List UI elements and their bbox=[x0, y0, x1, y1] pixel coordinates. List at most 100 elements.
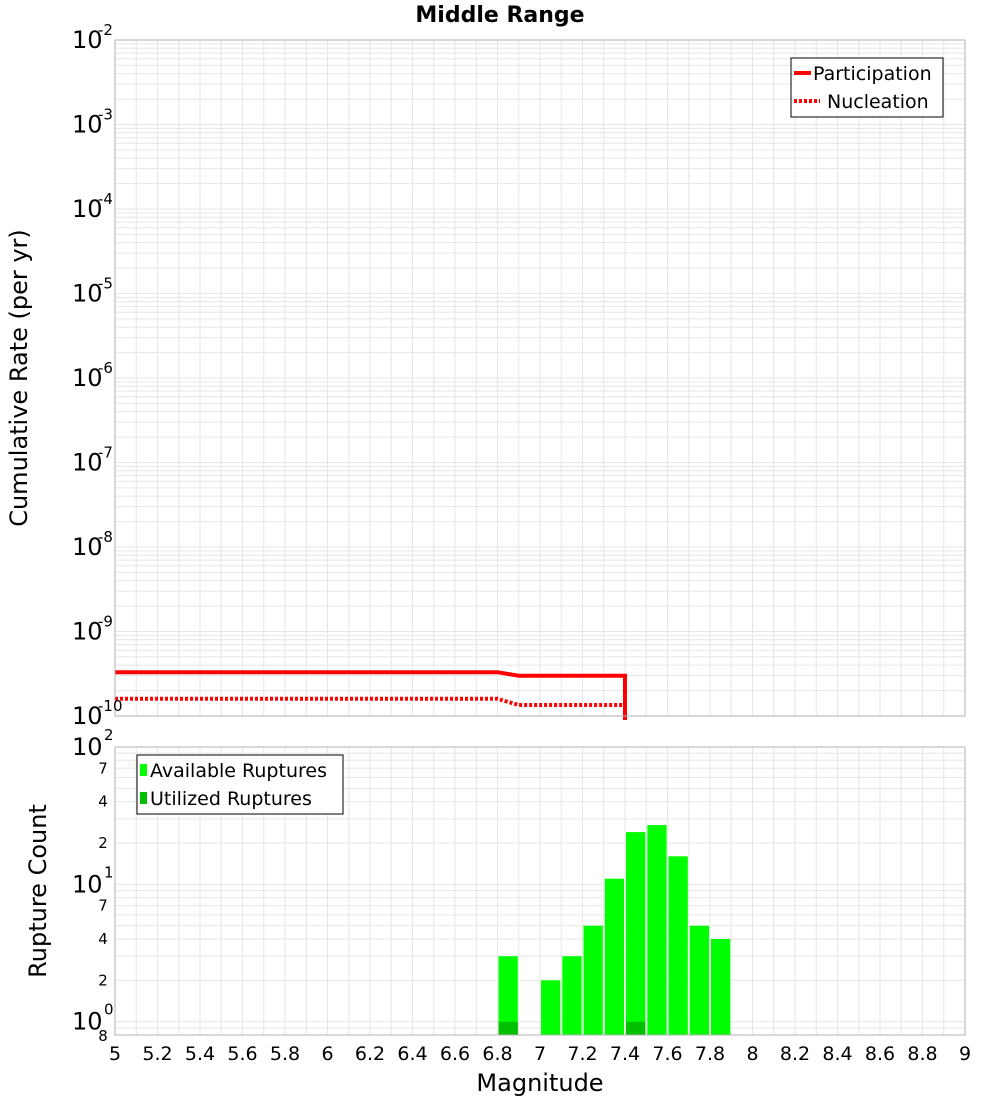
utilized-rupture-bar bbox=[498, 1021, 518, 1035]
rate-panel: 10-210-310-410-510-610-710-810-910-10 Cu… bbox=[5, 21, 966, 730]
count-y-minor-label: 8 bbox=[98, 1027, 108, 1045]
rate-y-tick: 10-3 bbox=[72, 106, 113, 139]
rate-y-tick-exponent: -7 bbox=[98, 444, 113, 462]
available-rupture-bar bbox=[562, 956, 582, 1035]
chart-title: Middle Range bbox=[415, 3, 584, 28]
rate-y-tick-base: 10 bbox=[72, 449, 103, 477]
rate-y-tick-exponent: -8 bbox=[98, 528, 113, 546]
rate-gridlines bbox=[114, 40, 966, 717]
available-rupture-bar bbox=[583, 925, 603, 1035]
x-tick-label: 9 bbox=[959, 1043, 971, 1065]
utilized-rupture-bar bbox=[626, 1021, 646, 1035]
available-rupture-bar bbox=[498, 956, 518, 1035]
count-y-tick: 10 1 bbox=[72, 863, 114, 898]
x-tick-label: 8.6 bbox=[865, 1043, 895, 1065]
count-gridlines bbox=[114, 746, 966, 1036]
x-tick-label: 8.4 bbox=[822, 1043, 852, 1065]
rate-y-tick-exponent: -5 bbox=[98, 275, 113, 293]
rate-y-tick: 10-6 bbox=[72, 359, 113, 392]
rate-series bbox=[115, 670, 627, 720]
utilized-legend-swatch bbox=[140, 792, 147, 804]
rate-y-tick-base: 10 bbox=[72, 195, 103, 223]
rate-y-tick-exponent: -6 bbox=[98, 359, 113, 377]
nucleation-line bbox=[115, 696, 627, 720]
participation-line bbox=[115, 670, 627, 720]
count-y-minor-label: 2 bbox=[98, 971, 108, 989]
x-axis-title: Magnitude bbox=[476, 1069, 603, 1097]
rate-y-tick-base: 10 bbox=[72, 533, 103, 561]
available-rupture-bar bbox=[689, 925, 710, 1035]
rate-y-tick-base: 10 bbox=[72, 26, 103, 54]
count-y-tick-exponent: 2 bbox=[104, 726, 114, 744]
rate-y-tick-exponent: -3 bbox=[98, 106, 113, 124]
count-plot-frame bbox=[114, 746, 966, 1036]
rate-y-ticks: 10-210-310-410-510-610-710-810-910-10 bbox=[72, 21, 123, 730]
count-y-tick-base: 10 bbox=[72, 733, 103, 761]
x-tick-label: 7.2 bbox=[567, 1043, 597, 1065]
x-tick-label: 6.6 bbox=[440, 1043, 470, 1065]
rate-y-tick-base: 10 bbox=[72, 111, 103, 139]
x-tick-label: 5.4 bbox=[185, 1043, 215, 1065]
rate-legend-box bbox=[790, 57, 944, 118]
x-tick-label: 5 bbox=[109, 1043, 121, 1065]
count-y-minor-label: 2 bbox=[98, 834, 108, 852]
count-legend: Available Ruptures Utilized Ruptures bbox=[136, 754, 344, 815]
rate-y-tick: 10-5 bbox=[72, 275, 113, 308]
x-tick-label: 6.2 bbox=[355, 1043, 385, 1065]
rate-legend: Participation Nucleation bbox=[790, 57, 944, 118]
rate-y-tick-exponent: -9 bbox=[98, 613, 113, 631]
count-y-tick-exponent: 0 bbox=[104, 1001, 114, 1019]
rate-y-tick: 10-10 bbox=[72, 697, 123, 730]
x-tick-label: 7.4 bbox=[610, 1043, 640, 1065]
x-tick-label: 8 bbox=[746, 1043, 758, 1065]
rate-y-tick: 10-4 bbox=[72, 190, 113, 223]
x-tick-label: 6.4 bbox=[397, 1043, 427, 1065]
nucleation-legend-label: Nucleation bbox=[827, 91, 929, 113]
rate-y-tick: 10-2 bbox=[72, 21, 113, 54]
rate-y-tick: 10-8 bbox=[72, 528, 113, 561]
x-tick-label: 7.6 bbox=[652, 1043, 682, 1065]
count-y-minor-label: 7 bbox=[98, 759, 108, 777]
participation-legend-label: Participation bbox=[813, 63, 932, 85]
available-rupture-bar bbox=[541, 980, 561, 1035]
x-tick-label: 8.8 bbox=[907, 1043, 937, 1065]
count-y-tick: 10 2 bbox=[72, 726, 114, 761]
x-tick-label: 7 bbox=[534, 1043, 546, 1065]
available-rupture-bar bbox=[647, 825, 667, 1035]
count-x-ticks: 5 5.2 5.4 5.6 5.8 6 6.2 6.4 6.6 6.8 7 7.2 7.4 7.6 7.8 8… bbox=[109, 1043, 971, 1065]
rate-y-tick-base: 10 bbox=[72, 702, 103, 730]
count-y-tick-base: 10 bbox=[72, 1008, 103, 1036]
available-rupture-bar bbox=[626, 832, 646, 1035]
x-tick-label: 5.8 bbox=[270, 1043, 300, 1065]
available-legend-swatch bbox=[140, 764, 147, 776]
x-tick-label: 5.6 bbox=[227, 1043, 257, 1065]
utilized-legend-label: Utilized Ruptures bbox=[150, 788, 312, 810]
rate-y-tick-exponent: -10 bbox=[98, 697, 123, 715]
count-bars bbox=[498, 825, 731, 1035]
rate-plot-frame bbox=[114, 39, 966, 717]
x-tick-label: 6.8 bbox=[482, 1043, 512, 1065]
rate-y-tick-exponent: -4 bbox=[98, 190, 113, 208]
x-tick-label: 7.8 bbox=[695, 1043, 725, 1065]
rate-y-tick-base: 10 bbox=[72, 364, 103, 392]
count-y-tick: 10 0 bbox=[72, 1001, 114, 1036]
count-y-minor-label: 4 bbox=[98, 930, 108, 948]
available-rupture-bar bbox=[711, 939, 731, 1035]
x-tick-label: 8.2 bbox=[780, 1043, 810, 1065]
count-y-tick-base: 10 bbox=[72, 870, 103, 898]
count-y-minor-label: 4 bbox=[98, 793, 108, 811]
rate-y-tick-base: 10 bbox=[72, 618, 103, 646]
x-tick-label: 5.2 bbox=[142, 1043, 172, 1065]
rate-y-tick-base: 10 bbox=[72, 280, 103, 308]
rate-y-axis-title: Cumulative Rate (per yr) bbox=[5, 229, 33, 527]
count-y-minor-label: 7 bbox=[98, 897, 108, 915]
rate-y-tick: 10-9 bbox=[72, 613, 113, 646]
rate-y-tick: 10-7 bbox=[72, 444, 113, 477]
count-legend-box bbox=[136, 754, 344, 815]
x-tick-label: 6 bbox=[321, 1043, 333, 1065]
count-y-tick-exponent: 1 bbox=[104, 863, 114, 881]
available-legend-label: Available Ruptures bbox=[150, 760, 327, 782]
